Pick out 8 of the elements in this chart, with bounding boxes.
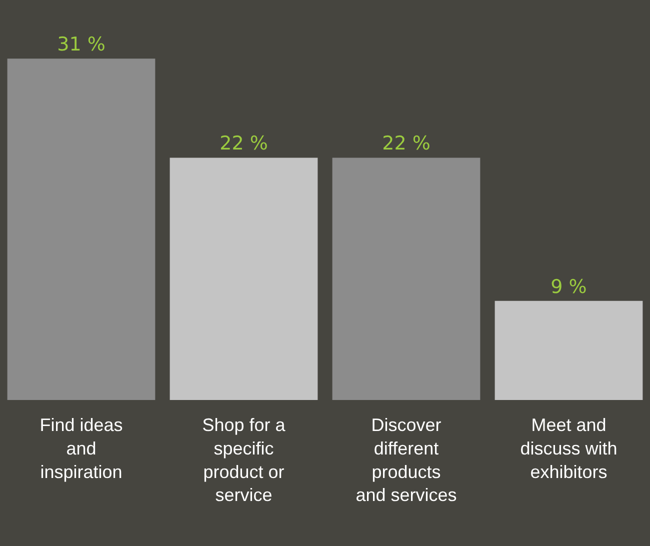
x-tick-label: Shop for a specific product or service (202, 415, 286, 506)
data-label: 22 % (220, 132, 268, 155)
data-label: 31 % (57, 34, 106, 56)
data-label: 9 % (550, 276, 587, 298)
x-tick-label: Find ideas and inspiration (40, 415, 123, 482)
x-tick-label: Discover different products and services (356, 415, 457, 506)
data-label: 22 % (382, 132, 430, 155)
x-tick-label: Meet and discuss with exhibitors (520, 415, 618, 482)
